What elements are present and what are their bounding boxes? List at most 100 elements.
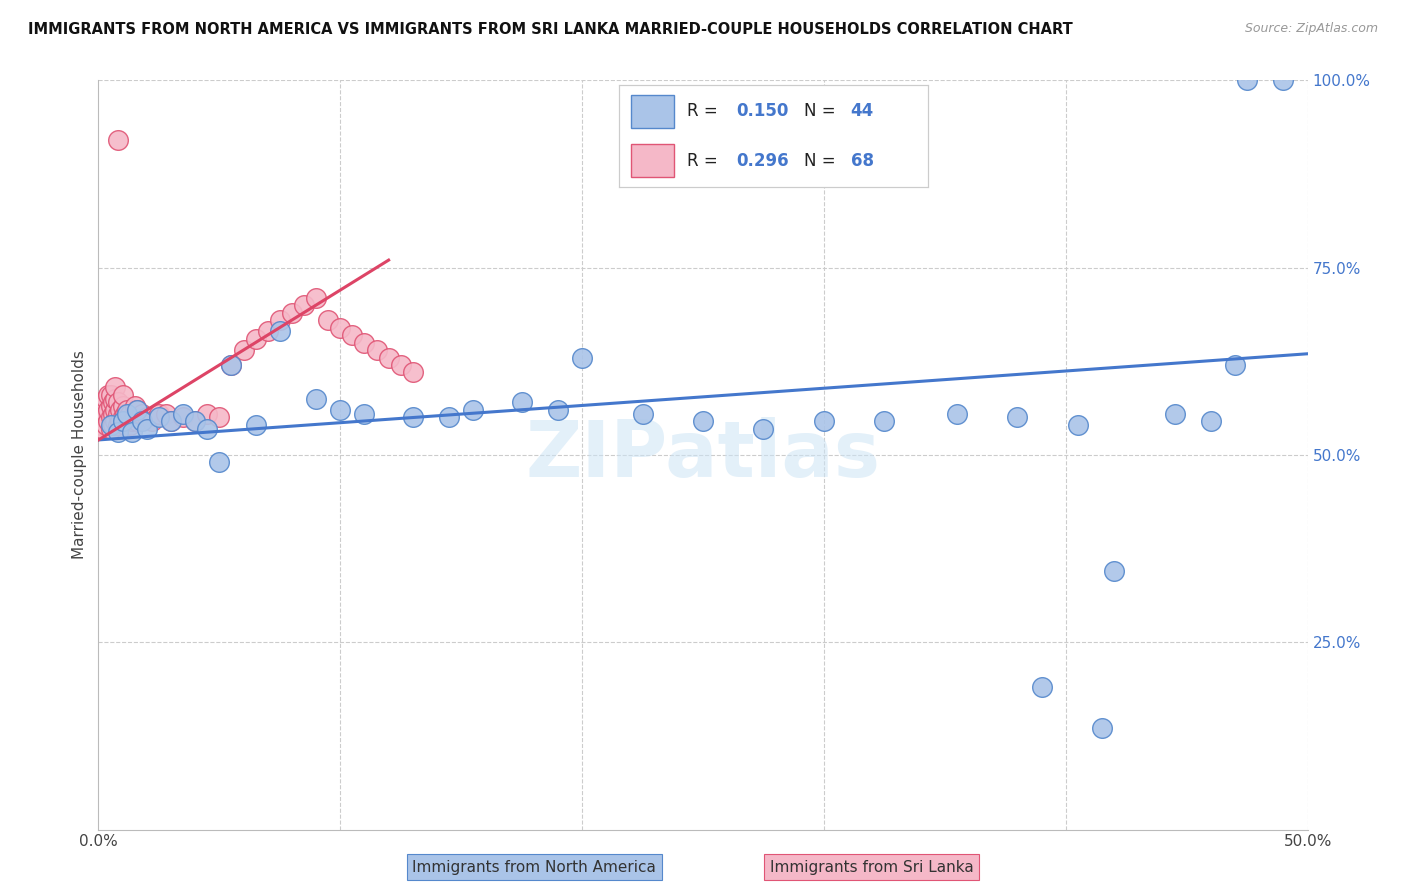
Point xyxy=(389,358,412,372)
Point xyxy=(91,422,114,436)
Point xyxy=(292,298,315,312)
Point xyxy=(692,414,714,428)
Point xyxy=(437,410,460,425)
Point xyxy=(111,414,134,428)
Point xyxy=(131,414,153,428)
Point xyxy=(160,414,183,428)
Point xyxy=(108,403,131,417)
Point xyxy=(111,388,134,402)
Point xyxy=(97,388,120,402)
Point xyxy=(208,455,231,469)
Point xyxy=(1199,414,1222,428)
Point xyxy=(1067,417,1090,432)
Text: Source: ZipAtlas.com: Source: ZipAtlas.com xyxy=(1244,22,1378,36)
Point xyxy=(1236,73,1258,87)
Point xyxy=(148,410,170,425)
Point xyxy=(329,320,352,334)
Point xyxy=(305,291,328,305)
Point xyxy=(1102,564,1125,578)
Text: ZIPatlas: ZIPatlas xyxy=(526,417,880,493)
Point xyxy=(141,414,163,428)
Point xyxy=(94,407,117,421)
Point xyxy=(117,403,139,417)
Point xyxy=(100,388,122,402)
Point xyxy=(245,332,267,346)
Y-axis label: Married-couple Households: Married-couple Households xyxy=(72,351,87,559)
Point xyxy=(135,422,157,436)
Bar xyxy=(631,95,675,128)
Point xyxy=(124,399,146,413)
Text: Immigrants from North America: Immigrants from North America xyxy=(412,860,657,874)
Point xyxy=(108,414,131,428)
Point xyxy=(208,410,231,425)
Point xyxy=(124,410,146,425)
Point xyxy=(97,414,120,428)
Point xyxy=(148,407,170,421)
Point xyxy=(547,403,569,417)
Point xyxy=(813,414,835,428)
Point xyxy=(172,407,194,421)
Point xyxy=(184,414,207,428)
Point xyxy=(107,425,129,440)
Point xyxy=(117,407,139,421)
Point xyxy=(366,343,388,357)
Text: 0.150: 0.150 xyxy=(737,103,789,120)
Text: N =: N = xyxy=(804,152,841,169)
Point xyxy=(101,395,124,409)
Point xyxy=(118,417,141,432)
Point xyxy=(184,414,207,428)
Point xyxy=(90,403,112,417)
Point xyxy=(571,351,593,365)
Point xyxy=(100,422,122,436)
Point xyxy=(101,417,124,432)
Point xyxy=(127,414,149,428)
Point xyxy=(1223,358,1246,372)
Text: 44: 44 xyxy=(851,103,875,120)
Point xyxy=(342,328,364,343)
Point xyxy=(692,111,714,125)
Point xyxy=(104,403,127,417)
Point xyxy=(94,417,117,432)
Point xyxy=(107,395,129,409)
Point xyxy=(111,410,134,425)
Point xyxy=(329,403,352,417)
Point xyxy=(873,414,896,428)
Point xyxy=(155,407,177,421)
Text: N =: N = xyxy=(804,103,841,120)
Point xyxy=(402,366,425,380)
Point xyxy=(269,313,291,327)
Text: Immigrants from Sri Lanka: Immigrants from Sri Lanka xyxy=(770,860,973,874)
Text: IMMIGRANTS FROM NORTH AMERICA VS IMMIGRANTS FROM SRI LANKA MARRIED-COUPLE HOUSEH: IMMIGRANTS FROM NORTH AMERICA VS IMMIGRA… xyxy=(28,22,1073,37)
Point xyxy=(402,410,425,425)
Point xyxy=(107,407,129,421)
Point xyxy=(97,403,120,417)
Point xyxy=(91,410,114,425)
Point xyxy=(117,414,139,428)
Point xyxy=(946,407,969,421)
Point xyxy=(107,133,129,147)
Point xyxy=(114,407,136,421)
Bar xyxy=(631,145,675,177)
Point xyxy=(135,410,157,425)
Text: R =: R = xyxy=(686,152,723,169)
Point xyxy=(114,417,136,432)
Point xyxy=(160,414,183,428)
Point xyxy=(353,407,375,421)
Point xyxy=(1163,407,1185,421)
Point xyxy=(127,403,149,417)
Point xyxy=(245,417,267,432)
Point xyxy=(221,358,243,372)
Point xyxy=(221,358,243,372)
Point xyxy=(94,392,117,406)
Point xyxy=(510,395,533,409)
Text: 0.296: 0.296 xyxy=(737,152,789,169)
Point xyxy=(172,410,194,425)
Point xyxy=(100,399,122,413)
Text: R =: R = xyxy=(686,103,723,120)
Point xyxy=(195,422,218,436)
Point xyxy=(101,407,124,421)
Point xyxy=(91,399,114,413)
Point xyxy=(104,380,127,394)
Point xyxy=(232,343,254,357)
Point xyxy=(1272,73,1295,87)
